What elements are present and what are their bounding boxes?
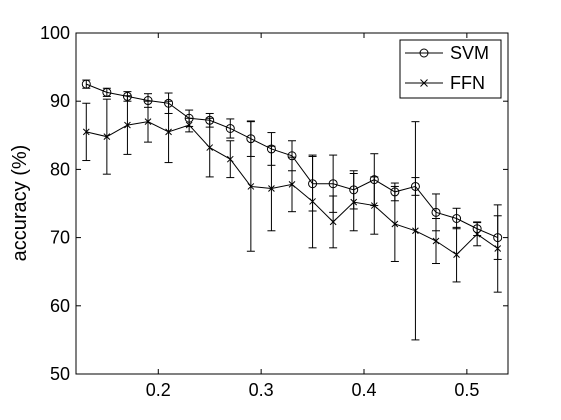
data-point-svm <box>225 123 235 133</box>
y-tick-label: 100 <box>40 23 70 43</box>
y-tick-label: 70 <box>50 228 70 248</box>
data-point-svm <box>102 87 112 97</box>
data-point-ffn <box>350 198 358 206</box>
y-tick-label: 80 <box>50 159 70 179</box>
x-tick-label: 0.5 <box>454 380 479 400</box>
data-point-ffn <box>144 118 152 126</box>
x-tick-label: 0.3 <box>249 380 274 400</box>
data-point-svm <box>81 79 91 89</box>
legend-label-svm: SVM <box>450 43 489 63</box>
data-point-ffn <box>412 227 419 235</box>
data-point-svm <box>452 214 462 224</box>
x-tick-label: 0.4 <box>351 380 376 400</box>
data-point-ffn <box>329 218 337 226</box>
data-point-ffn <box>82 128 90 136</box>
data-point-ffn <box>268 185 275 192</box>
series-line-svm <box>86 83 498 239</box>
data-point-ffn <box>370 202 378 209</box>
data-point-ffn <box>453 251 460 259</box>
legend-svm-marker <box>419 48 429 58</box>
data-point-ffn <box>165 128 172 136</box>
axis-ticks <box>76 32 508 375</box>
y-tick-label: 60 <box>50 296 70 316</box>
data-point-ffn <box>247 183 255 190</box>
data-point-ffn <box>226 155 234 163</box>
data-point-ffn <box>432 237 440 245</box>
data-point-ffn <box>288 181 296 188</box>
data-point-ffn <box>185 121 193 129</box>
data-point-ffn <box>103 133 111 141</box>
data-series <box>81 79 503 341</box>
y-tick-label: 90 <box>50 91 70 111</box>
data-point-ffn <box>391 220 399 228</box>
data-point-svm <box>431 207 441 217</box>
data-point-ffn <box>206 144 214 151</box>
data-point-ffn <box>124 121 131 129</box>
y-axis-label: accuracy (%) <box>9 145 31 262</box>
y-tick-label: 50 <box>50 364 70 384</box>
data-point-svm <box>328 179 338 189</box>
data-point-ffn <box>309 198 316 205</box>
data-point-ffn <box>473 230 481 238</box>
data-point-ffn <box>494 245 502 252</box>
legend-box <box>399 39 502 99</box>
x-tick-label: 0.2 <box>146 380 171 400</box>
legend: SVM FFN <box>399 39 502 99</box>
axis-tick-labels: 0.2 0.3 0.4 0.5 50 60 70 80 90 100 <box>40 23 479 400</box>
legend-label-ffn: FFN <box>450 73 485 93</box>
series-ffn <box>82 95 502 341</box>
legend-ffn-marker <box>420 79 428 87</box>
